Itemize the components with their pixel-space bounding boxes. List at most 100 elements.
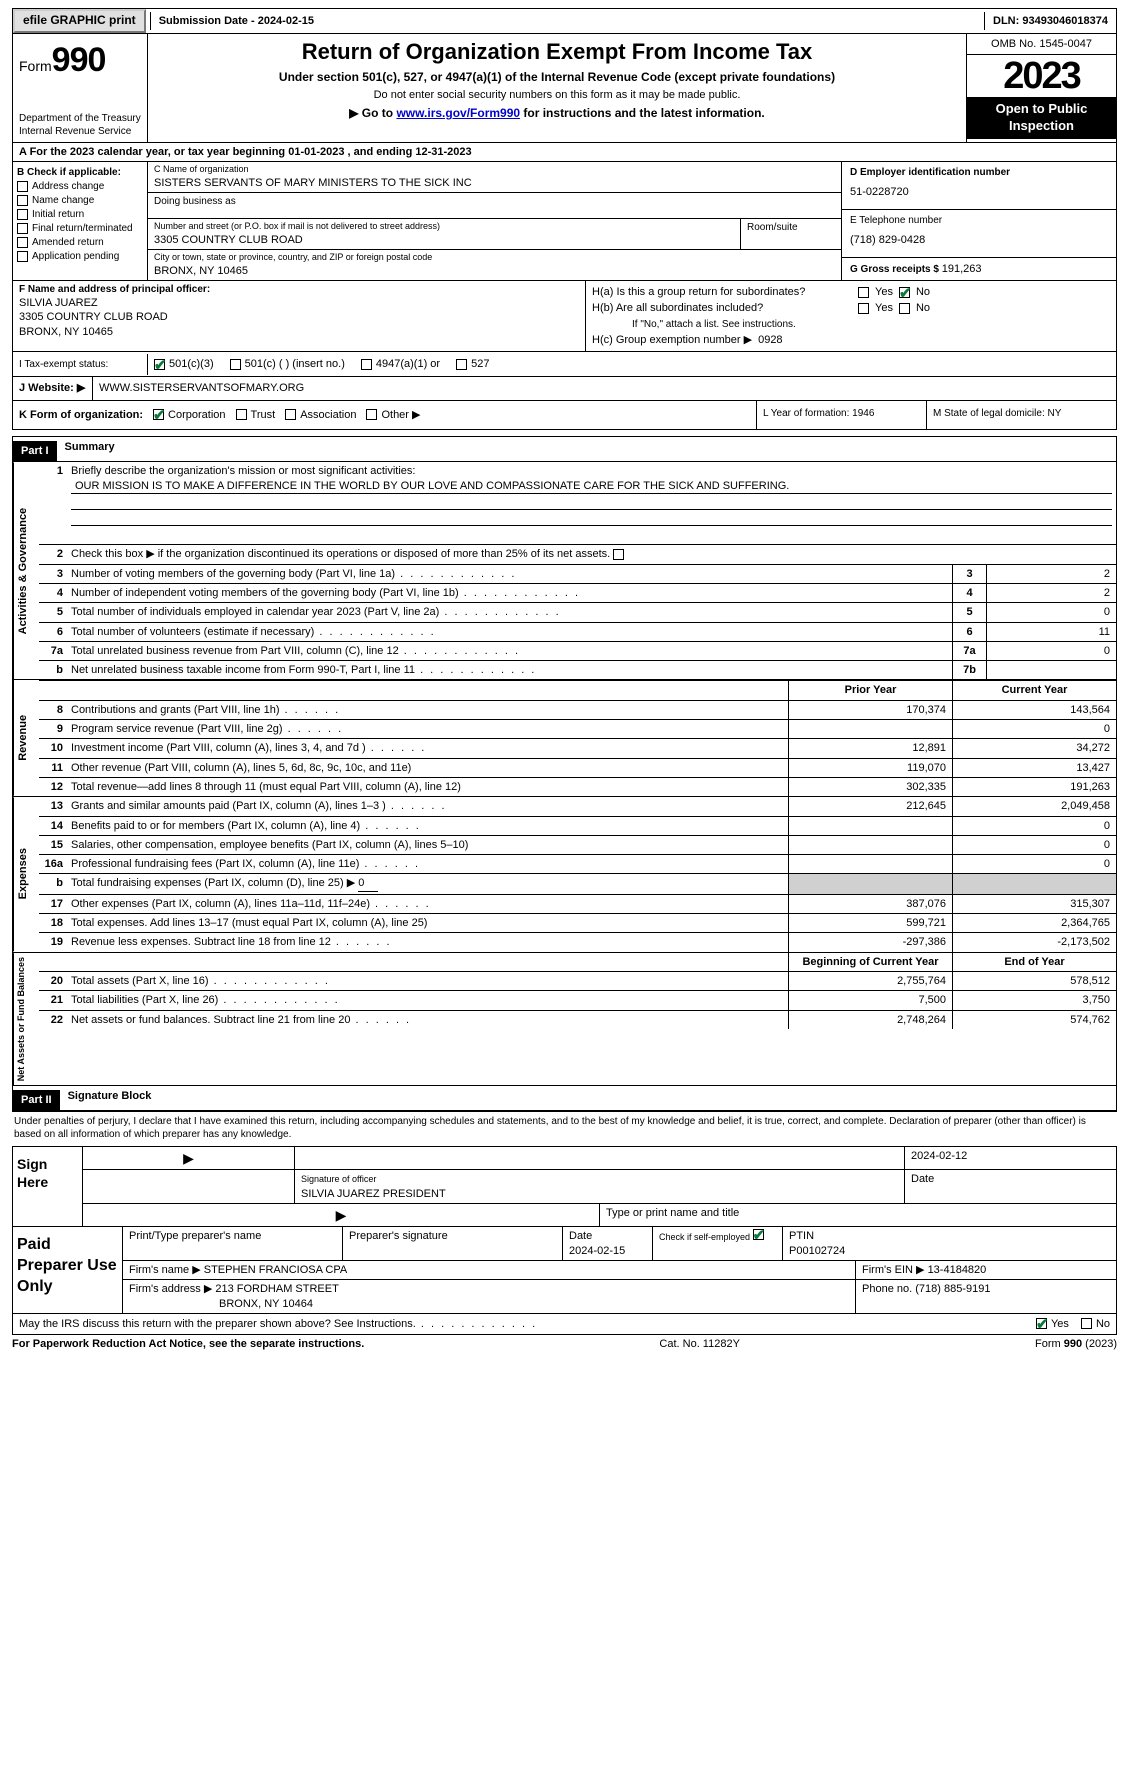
corp-checkbox[interactable]: [153, 409, 164, 420]
sign-here-label: Sign Here: [13, 1147, 83, 1226]
line11-prior: 119,070: [788, 759, 952, 777]
line8-label: Contributions and grants (Part VIII, lin…: [67, 701, 788, 719]
dba-label: Doing business as: [148, 193, 841, 219]
website-label: J Website: ▶: [13, 377, 93, 399]
line3-value: 2: [986, 565, 1116, 583]
open-public-badge: Open to Public Inspection: [967, 97, 1116, 139]
firm-ein-label: Firm's EIN ▶: [862, 1264, 925, 1276]
527-checkbox[interactable]: [456, 359, 467, 370]
hb-yes-checkbox[interactable]: [858, 303, 869, 314]
ptin-label: PTIN: [789, 1230, 814, 1242]
page-footer: For Paperwork Reduction Act Notice, see …: [12, 1335, 1117, 1353]
line9-current: 0: [952, 720, 1116, 738]
trust-checkbox[interactable]: [236, 409, 247, 420]
ssn-note: Do not enter social security numbers on …: [156, 88, 958, 102]
amended-return-checkbox[interactable]: [17, 237, 28, 248]
officer-addr2: BRONX, NY 10465: [19, 325, 579, 339]
self-employed-checkbox[interactable]: [753, 1229, 764, 1240]
fiscal-year-row: A For the 2023 calendar year, or tax yea…: [12, 143, 1117, 162]
form-footer: Form 990 (2023): [1035, 1337, 1117, 1351]
check-applicable-label: B Check if applicable:: [17, 166, 143, 179]
paid-preparer-section: Paid Preparer Use Only Print/Type prepar…: [12, 1227, 1117, 1313]
line13-prior: 212,645: [788, 797, 952, 815]
line13-label: Grants and similar amounts paid (Part IX…: [67, 797, 788, 815]
city-value: BRONX, NY 10465: [154, 264, 835, 278]
address-change-checkbox[interactable]: [17, 181, 28, 192]
goto-pre: Go to: [362, 106, 397, 120]
prep-date-label: Date: [569, 1230, 592, 1242]
line8-prior: 170,374: [788, 701, 952, 719]
efile-print-button[interactable]: efile GRAPHIC print: [13, 9, 146, 33]
form-header: Form990 Department of the Treasury Inter…: [12, 34, 1117, 143]
501c3-checkbox[interactable]: [154, 359, 165, 370]
discuss-yes-checkbox[interactable]: [1036, 1318, 1047, 1329]
ha-no-label: No: [916, 285, 930, 299]
type-arrow-icon: ▶: [336, 1207, 347, 1223]
hb-no-label: No: [916, 301, 930, 315]
name-change-label: Name change: [32, 194, 94, 207]
final-return-checkbox[interactable]: [17, 223, 28, 234]
hb-no-checkbox[interactable]: [899, 303, 910, 314]
vtab-revenue: Revenue: [13, 680, 39, 796]
line14-label: Benefits paid to or for members (Part IX…: [67, 817, 788, 835]
other-label: Other ▶: [381, 408, 420, 422]
line10-prior: 12,891: [788, 739, 952, 757]
firm-addr-label: Firm's address ▶: [129, 1283, 212, 1295]
ha-no-checkbox[interactable]: [899, 287, 910, 298]
line16a-current: 0: [952, 855, 1116, 873]
name-change-checkbox[interactable]: [17, 195, 28, 206]
line7b-label: Net unrelated business taxable income fr…: [67, 661, 952, 679]
sign-here-section: Sign Here ▶ 2024-02-12 Signature of offi…: [12, 1146, 1117, 1227]
vtab-net-assets: Net Assets or Fund Balances: [13, 953, 39, 1085]
firm-phone-label: Phone no.: [862, 1283, 915, 1295]
ein-label: D Employer identification number: [850, 166, 1108, 179]
line17-current: 315,307: [952, 895, 1116, 913]
hc-label: H(c) Group exemption number ▶: [592, 333, 752, 347]
app-pending-checkbox[interactable]: [17, 251, 28, 262]
tax-exempt-row: I Tax-exempt status: 501(c)(3) 501(c) ( …: [12, 352, 1117, 377]
firm-ein-value: 13-4184820: [928, 1264, 987, 1276]
501c-checkbox[interactable]: [230, 359, 241, 370]
dept-treasury: Department of the Treasury Internal Reve…: [19, 112, 141, 138]
mission-text: OUR MISSION IS TO MAKE A DIFFERENCE IN T…: [71, 478, 1112, 494]
address-change-label: Address change: [32, 180, 104, 193]
line21-label: Total liabilities (Part X, line 26): [67, 991, 788, 1009]
sig-officer-label: Signature of officer: [301, 1174, 376, 1184]
line16a-prior: [788, 855, 952, 873]
line10-label: Investment income (Part VIII, column (A)…: [67, 739, 788, 757]
topbar: efile GRAPHIC print Submission Date - 20…: [12, 8, 1117, 34]
vtab-activities: Activities & Governance: [13, 462, 39, 679]
prior-year-hdr: Prior Year: [788, 681, 952, 699]
firm-name-value: STEPHEN FRANCIOSA CPA: [204, 1264, 347, 1276]
part1-header: Part I Summary: [12, 436, 1117, 462]
4947-checkbox[interactable]: [361, 359, 372, 370]
line4-value: 2: [986, 584, 1116, 602]
line18-current: 2,364,765: [952, 914, 1116, 932]
corp-label: Corporation: [168, 408, 225, 422]
hb-yes-label: Yes: [875, 301, 893, 315]
prep-sig-label: Preparer's signature: [343, 1227, 563, 1260]
line1-label: Briefly describe the organization's miss…: [71, 464, 1112, 478]
line6-value: 11: [986, 623, 1116, 641]
line12-prior: 302,335: [788, 778, 952, 796]
ha-yes-checkbox[interactable]: [858, 287, 869, 298]
irs-link[interactable]: www.irs.gov/Form990: [396, 106, 520, 120]
line2-checkbox[interactable]: [613, 549, 624, 560]
line7a-label: Total unrelated business revenue from Pa…: [67, 642, 952, 660]
other-checkbox[interactable]: [366, 409, 377, 420]
line16b-value: 0: [358, 876, 378, 891]
assoc-checkbox[interactable]: [285, 409, 296, 420]
omb-number: OMB No. 1545-0047: [967, 34, 1116, 55]
line22-label: Net assets or fund balances. Subtract li…: [67, 1011, 788, 1029]
org-name-label: C Name of organization: [154, 164, 835, 176]
line18-label: Total expenses. Add lines 13–17 (must eq…: [67, 914, 788, 932]
discuss-no-checkbox[interactable]: [1081, 1318, 1092, 1329]
prep-print-label: Print/Type preparer's name: [123, 1227, 343, 1260]
firm-addr2: BRONX, NY 10464: [129, 1298, 313, 1310]
website-value: WWW.SISTERSERVANTSOFMARY.ORG: [93, 377, 1116, 399]
line9-prior: [788, 720, 952, 738]
initial-return-checkbox[interactable]: [17, 209, 28, 220]
prep-check-label: Check if self-employed: [659, 1232, 750, 1242]
state-domicile-value: NY: [1048, 408, 1062, 419]
line12-label: Total revenue—add lines 8 through 11 (mu…: [67, 778, 788, 796]
